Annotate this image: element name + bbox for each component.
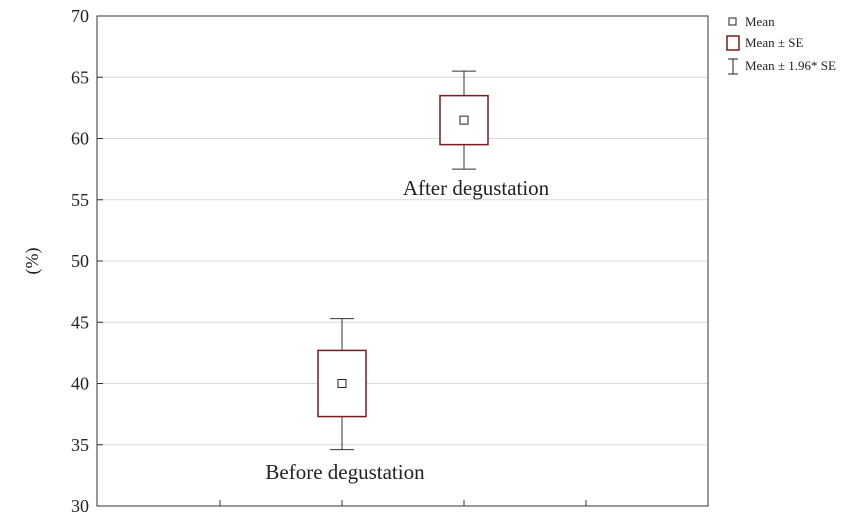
legend-label: Mean ± 1.96* SE <box>745 58 836 73</box>
y-tick-label: 40 <box>71 374 89 394</box>
grid-lines <box>97 76 708 446</box>
plot-groups: Before degustation After degustation <box>265 70 550 484</box>
y-tick-label: 30 <box>71 496 89 516</box>
y-tick-label: 55 <box>71 190 89 210</box>
group-after: After degustation <box>403 70 550 200</box>
legend: Mean Mean ± SE Mean ± 1.96* SE <box>726 14 836 75</box>
y-tick-label: 50 <box>71 251 89 271</box>
y-tick-label: 35 <box>71 435 89 455</box>
group-label: After degustation <box>403 176 550 200</box>
y-tick-label: 60 <box>71 129 89 149</box>
y-tick-label: 70 <box>71 6 89 26</box>
legend-label: Mean <box>745 14 775 29</box>
y-tick-label: 65 <box>71 67 89 87</box>
mean-marker <box>459 115 469 125</box>
mean-marker <box>337 379 347 388</box>
y-axis-ticks: 30 35 40 45 50 55 60 65 70 <box>71 6 103 516</box>
legend-se-symbol <box>726 35 740 51</box>
group-before: Before degustation <box>265 318 425 484</box>
x-axis-ticks <box>219 500 587 506</box>
legend-mean-symbol <box>728 17 737 26</box>
y-axis-label: (%) <box>22 248 43 275</box>
y-tick-label: 45 <box>71 312 89 332</box>
group-label: Before degustation <box>265 460 425 484</box>
legend-label: Mean ± SE <box>745 35 803 50</box>
